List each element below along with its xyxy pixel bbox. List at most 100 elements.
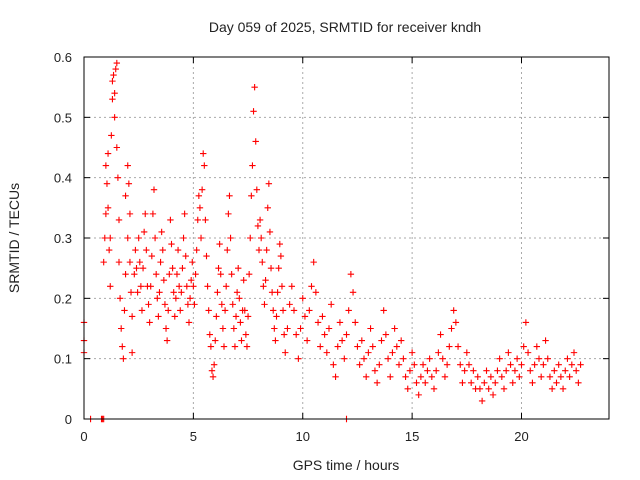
data-point xyxy=(518,361,525,368)
data-point xyxy=(237,319,244,326)
data-point xyxy=(286,301,293,308)
data-point xyxy=(238,337,245,344)
data-point xyxy=(150,186,158,193)
data-point xyxy=(284,325,291,332)
data-point xyxy=(184,301,192,308)
data-point xyxy=(288,283,296,290)
data-point xyxy=(391,325,398,332)
data-point xyxy=(200,150,207,157)
data-point xyxy=(194,216,201,224)
data-point xyxy=(147,283,154,290)
data-point xyxy=(104,150,112,157)
data-point xyxy=(198,186,206,193)
data-point xyxy=(263,246,270,254)
data-point xyxy=(126,258,134,266)
data-point xyxy=(524,349,532,356)
data-point xyxy=(124,234,131,242)
data-point xyxy=(203,252,210,260)
data-point xyxy=(103,180,111,187)
data-point xyxy=(275,264,282,272)
data-point xyxy=(496,355,503,362)
data-point xyxy=(498,373,506,380)
data-point xyxy=(566,373,573,380)
data-point xyxy=(314,319,322,326)
data-point xyxy=(230,325,238,332)
data-point xyxy=(202,216,209,224)
data-point xyxy=(336,319,344,326)
data-point xyxy=(513,355,521,362)
data-point xyxy=(257,234,265,242)
data-point xyxy=(180,234,187,242)
data-point xyxy=(148,252,156,260)
y-tick-label: 0.4 xyxy=(54,171,72,186)
data-point xyxy=(161,301,169,308)
data-point xyxy=(572,367,580,374)
data-point xyxy=(520,343,527,350)
data-point xyxy=(395,361,403,368)
data-point xyxy=(454,343,462,350)
data-point xyxy=(167,216,174,224)
data-point xyxy=(568,361,576,368)
data-point xyxy=(276,240,283,248)
data-point xyxy=(301,313,309,320)
data-point xyxy=(193,246,200,254)
data-point xyxy=(116,295,124,302)
data-point xyxy=(419,361,427,368)
data-point xyxy=(265,180,273,187)
data-point xyxy=(535,355,543,362)
data-point xyxy=(465,361,473,368)
data-point xyxy=(114,174,122,181)
data-point xyxy=(207,343,215,350)
data-point xyxy=(110,71,117,79)
data-point xyxy=(489,391,497,399)
data-point xyxy=(108,132,115,139)
data-point xyxy=(459,379,466,386)
data-point xyxy=(312,289,320,296)
data-point xyxy=(485,385,492,393)
data-point xyxy=(452,319,460,326)
data-point xyxy=(102,162,110,169)
data-point xyxy=(362,373,370,380)
data-point xyxy=(476,385,484,393)
data-point xyxy=(111,90,118,97)
data-point xyxy=(143,246,150,254)
data-point xyxy=(105,246,113,254)
data-point xyxy=(181,210,188,218)
data-point xyxy=(369,343,376,350)
data-point xyxy=(382,331,390,338)
data-point xyxy=(220,343,228,350)
data-point xyxy=(253,186,261,193)
data-point xyxy=(502,367,510,374)
data-point xyxy=(279,307,287,314)
data-point xyxy=(122,192,129,199)
data-point xyxy=(115,216,123,224)
data-point xyxy=(115,258,123,266)
data-point xyxy=(128,313,136,320)
data-point xyxy=(406,367,414,374)
data-point xyxy=(149,210,157,218)
y-tick-label: 0 xyxy=(65,412,72,427)
data-point xyxy=(205,307,212,314)
data-point xyxy=(527,367,534,374)
data-point xyxy=(216,240,223,248)
data-point xyxy=(330,361,337,368)
data-point xyxy=(107,283,114,290)
data-point xyxy=(529,379,536,386)
data-point xyxy=(389,349,396,356)
data-point xyxy=(570,349,578,356)
data-point xyxy=(272,337,279,344)
data-point xyxy=(152,271,160,278)
data-point xyxy=(387,373,394,380)
data-point xyxy=(235,264,242,272)
y-tick-label: 0.3 xyxy=(54,231,72,246)
data-point xyxy=(371,367,379,374)
data-point xyxy=(267,264,275,272)
data-point xyxy=(249,162,256,169)
data-point xyxy=(317,343,324,350)
data-point xyxy=(254,222,262,230)
data-point xyxy=(204,283,211,290)
data-point xyxy=(463,349,471,356)
data-point xyxy=(325,325,333,332)
data-point xyxy=(214,289,221,296)
data-point xyxy=(546,373,554,380)
